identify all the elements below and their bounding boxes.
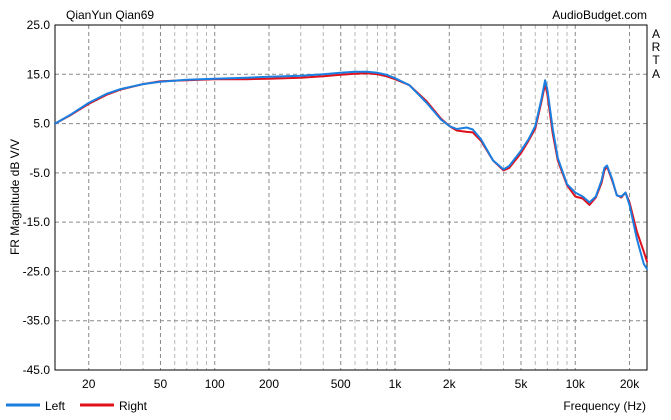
y-tick-label: -25.0 <box>23 264 51 278</box>
legend-label-left: Left <box>45 399 66 413</box>
y-tick-label: -15.0 <box>23 215 51 229</box>
x-tick-label: 500 <box>331 377 351 391</box>
series-layer <box>54 70 648 270</box>
y-tick-label: -35.0 <box>23 314 51 328</box>
legend: Left Right <box>6 399 148 413</box>
arta-letter: A <box>652 67 660 81</box>
arta-letter: R <box>652 40 661 54</box>
chart-title: QianYun Qian69 <box>66 8 154 22</box>
y-tick-label: 25.0 <box>27 18 51 32</box>
y-tick-label: 15.0 <box>27 67 51 81</box>
x-axis-label: Frequency (Hz) <box>563 399 646 413</box>
x-tick-label: 10k <box>566 377 586 391</box>
x-tick-label: 100 <box>205 377 225 391</box>
x-tick-label: 20k <box>620 377 640 391</box>
y-axis-label: FR Magnitude dB V/V <box>8 139 22 255</box>
tick-labels: 20 50 100 200 500 1k 2k 5k 10k 20k 25.0 15.0 5.0 -5.0… <box>23 18 641 391</box>
x-tick-label: 1k <box>389 377 403 391</box>
legend-label-right: Right <box>119 399 148 413</box>
grid <box>55 25 647 370</box>
site-brand: AudioBudget.com <box>552 8 647 22</box>
y-tick-label: -45.0 <box>23 363 51 377</box>
x-tick-label: 200 <box>259 377 279 391</box>
x-tick-label: 5k <box>515 377 529 391</box>
series-line-left <box>54 70 648 270</box>
arta-label: A R T A <box>652 27 661 81</box>
y-tick-label: -5.0 <box>29 166 50 180</box>
arta-letter: T <box>652 53 660 67</box>
x-tick-label: 50 <box>154 377 168 391</box>
arta-letter: A <box>652 27 660 41</box>
x-tick-label: 20 <box>82 377 96 391</box>
plot-frame <box>54 24 648 371</box>
y-tick-label: 5.0 <box>33 117 50 131</box>
x-tick-label: 2k <box>443 377 457 391</box>
